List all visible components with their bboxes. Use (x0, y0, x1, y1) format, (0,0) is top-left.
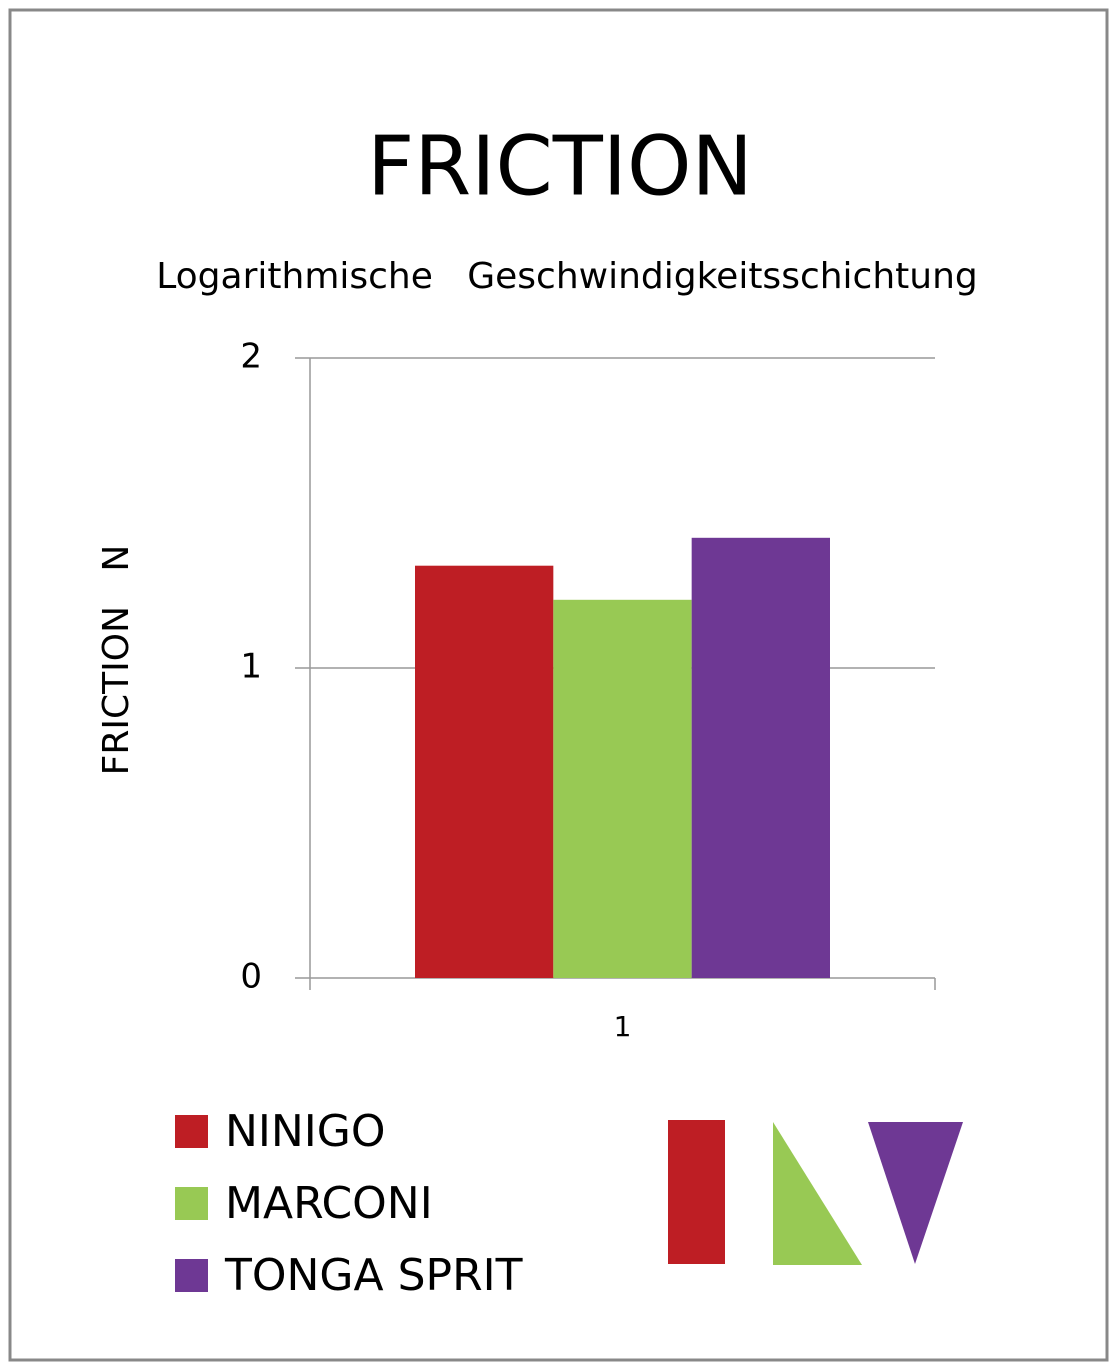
bar (415, 565, 554, 978)
chart-title: FRICTION (367, 119, 753, 214)
y-tick-label: 1 (240, 647, 262, 687)
icon-rect (668, 1120, 725, 1264)
legend-label: MARCONI (225, 1178, 433, 1229)
legend-label: NINIGO (225, 1106, 386, 1157)
icon-inverted-triangle (868, 1122, 963, 1264)
y-tick-label: 2 (240, 337, 262, 377)
chart-subtitle: Logarithmische Geschwindigkeitsschichtun… (156, 256, 978, 297)
bar (691, 537, 830, 978)
legend-swatch (175, 1259, 208, 1292)
legend-label: TONGA SPRIT (224, 1250, 523, 1301)
icon-triangle (773, 1122, 862, 1265)
x-tick-label: 1 (614, 1010, 632, 1043)
bar (553, 599, 692, 978)
y-axis-label: FRICTION N (96, 545, 137, 776)
y-tick-label: 0 (240, 957, 262, 997)
shape-icons (668, 1120, 963, 1265)
legend-swatch (175, 1115, 208, 1148)
legend-swatch (175, 1187, 208, 1220)
